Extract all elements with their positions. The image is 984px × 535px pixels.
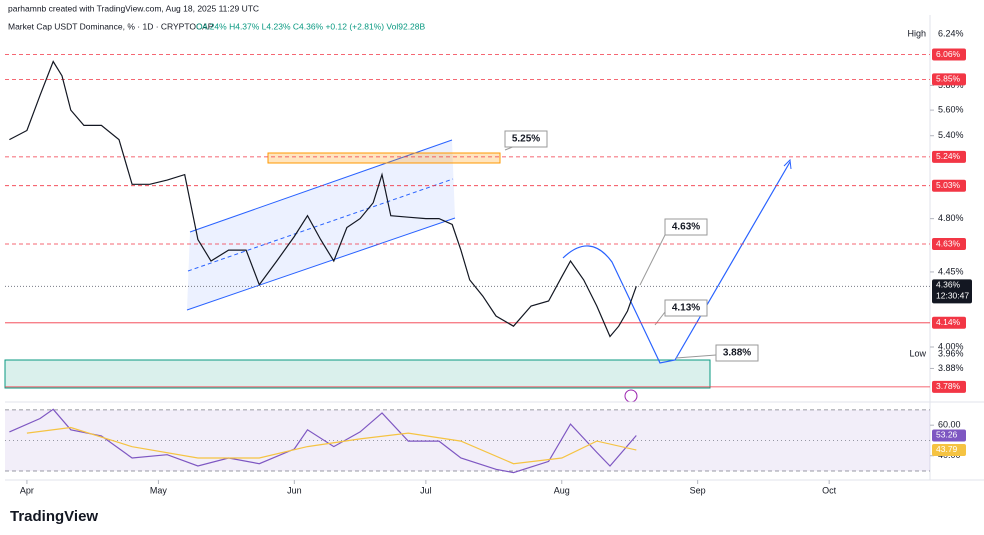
y-tick-label: 5.60% <box>938 104 964 114</box>
x-tick-label: Aug <box>554 485 570 495</box>
level-label: 4.63% <box>936 238 961 248</box>
annotation-box <box>664 299 708 317</box>
annotation-box <box>715 344 759 362</box>
level-label: 5.85% <box>936 74 961 84</box>
extreme-name: High <box>907 28 926 38</box>
x-tick-label: Jul <box>420 485 432 495</box>
y-tick-label: 4.80% <box>938 213 964 223</box>
rsi-badge-label: 43.79 <box>936 444 958 454</box>
ohlc: O4.24% H4.37% L4.23% C4.36% +0.12 (+2.81… <box>196 21 426 31</box>
level-badge <box>932 73 966 86</box>
callout <box>639 234 666 286</box>
level-badge <box>932 380 966 393</box>
level-label: 3.78% <box>936 381 961 391</box>
y-tick-label: 4.00% <box>938 341 964 351</box>
rsi-badge-label: 53.26 <box>936 430 958 440</box>
price-line <box>9 60 637 338</box>
rsi-band <box>5 409 930 472</box>
extreme-label: 6.24% <box>938 28 964 38</box>
rsi-line <box>9 408 637 474</box>
x-tick-label: May <box>150 485 168 495</box>
event-icon[interactable] <box>624 389 638 403</box>
x-tick-label: Sep <box>690 485 706 495</box>
x-tick-label: Jun <box>287 485 302 495</box>
y-tick-label: 3.88% <box>938 363 964 373</box>
y-tick-label: 4.45% <box>938 266 964 276</box>
y-tick-label: 5.40% <box>938 130 964 140</box>
level-label: 6.06% <box>936 49 961 59</box>
current-badge <box>932 279 972 304</box>
current-label: 4.36% <box>936 280 961 290</box>
symbol: Market Cap USDT Dominance, % · 1D · CRYP… <box>8 21 214 31</box>
x-tick-label: Oct <box>822 485 837 495</box>
y-tick-label: 60.00 <box>938 420 961 430</box>
level-label: 5.03% <box>936 180 961 190</box>
extreme-label: 3.96% <box>938 348 964 358</box>
callout <box>675 354 717 359</box>
demand-zone <box>4 359 711 389</box>
arrow-head <box>783 158 792 170</box>
level-badge <box>932 238 966 251</box>
rsi-badge <box>932 443 966 456</box>
level-badge <box>932 150 966 163</box>
annotation: 5.25% <box>512 134 540 145</box>
annotation: 4.13% <box>672 303 700 314</box>
countdown: 12:30:47 <box>936 291 969 301</box>
projection <box>562 161 791 364</box>
x-tick-label: Apr <box>20 485 34 495</box>
annotation: 3.88% <box>723 348 751 359</box>
supply-box <box>267 152 501 164</box>
channel-lower <box>186 217 456 311</box>
level-label: 5.24% <box>936 151 961 161</box>
annotation-box <box>504 130 548 148</box>
brand: TradingView <box>10 508 98 525</box>
level-badge <box>932 179 966 192</box>
channel-mid <box>187 178 454 272</box>
annotation: 4.63% <box>672 222 700 233</box>
level-label: 4.14% <box>936 317 961 327</box>
credit: parhamnb created with TradingView.com, A… <box>8 3 259 13</box>
level-badge <box>932 48 966 61</box>
rsi-line <box>26 426 637 465</box>
rsi-badge <box>932 429 966 442</box>
extreme-name: Low <box>909 348 926 358</box>
annotation-box <box>664 218 708 236</box>
level-badge <box>932 316 966 329</box>
